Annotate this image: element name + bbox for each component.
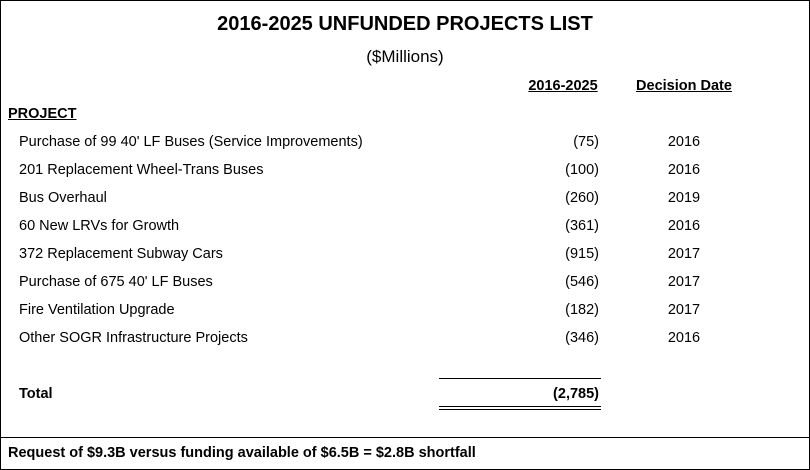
- amount: (260): [565, 190, 599, 206]
- subtitle: ($Millions): [366, 47, 444, 66]
- decision-date: 2019: [667, 190, 701, 206]
- project-name: 372 Replacement Subway Cars: [19, 246, 223, 262]
- amount: (182): [565, 302, 599, 318]
- decision-date: 2016: [667, 330, 701, 346]
- decision-date: 2016: [667, 218, 701, 234]
- title: 2016-2025 UNFUNDED PROJECTS LIST: [217, 13, 593, 35]
- project-name: 201 Replacement Wheel-Trans Buses: [19, 162, 264, 178]
- rule: [439, 378, 601, 379]
- rule: [439, 406, 601, 407]
- column-header: Decision Date: [636, 78, 732, 94]
- amount: (346): [565, 330, 599, 346]
- total-value: (2,785): [553, 386, 599, 402]
- decision-date: 2016: [667, 134, 701, 150]
- amount: (915): [565, 246, 599, 262]
- footer-note: Request of $9.3B versus funding availabl…: [8, 445, 476, 461]
- amount: (546): [565, 274, 599, 290]
- total-label: Total: [19, 386, 53, 402]
- amount: (75): [573, 134, 599, 150]
- column-header: 2016-2025: [528, 78, 598, 94]
- amount: (361): [565, 218, 599, 234]
- decision-date: 2016: [667, 162, 701, 178]
- project-name: 60 New LRVs for Growth: [19, 218, 180, 234]
- project-name: Other SOGR Infrastructure Projects: [19, 330, 248, 346]
- rule: [439, 409, 601, 410]
- decision-date: 2017: [667, 274, 701, 290]
- project-name: Bus Overhaul: [19, 190, 107, 206]
- footer-rule: [1, 437, 809, 438]
- project-name: Purchase of 675 40' LF Buses: [19, 274, 213, 290]
- project-name: Fire Ventilation Upgrade: [19, 302, 175, 318]
- project-name: Purchase of 99 40' LF Buses (Service Imp…: [19, 134, 363, 150]
- amount: (100): [565, 162, 599, 178]
- decision-date: 2017: [667, 246, 701, 262]
- decision-date: 2017: [667, 302, 701, 318]
- column-header: PROJECT: [8, 106, 77, 122]
